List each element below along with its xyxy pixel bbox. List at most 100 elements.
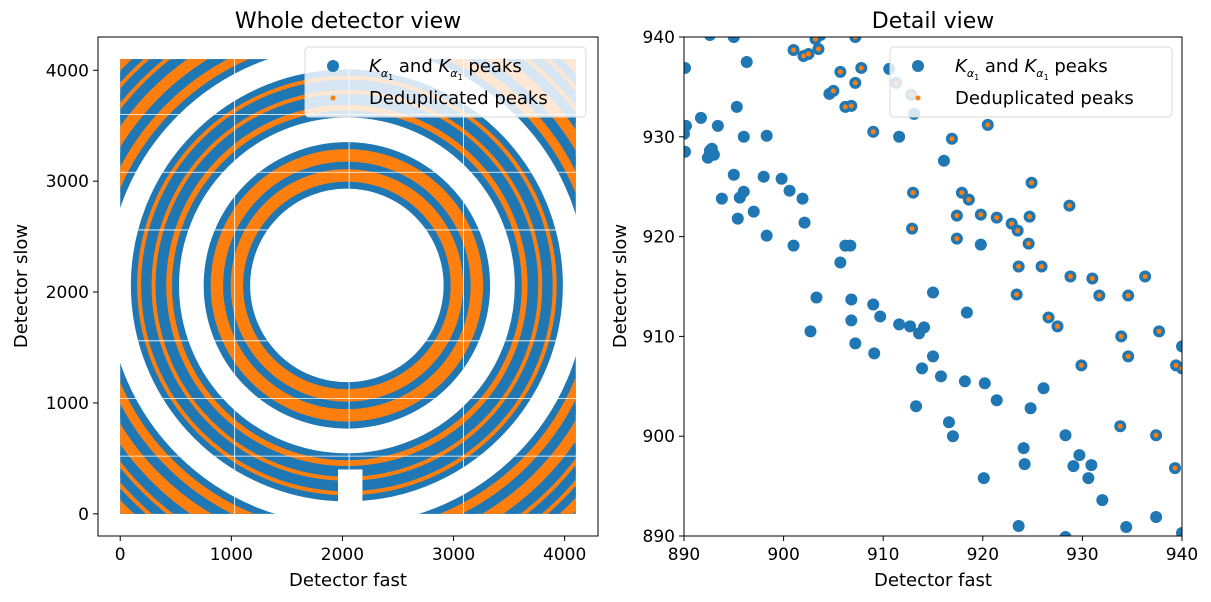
right-ticks: 890 900 910 920 930 940 890 900 910 920 930 940 (643, 28, 1199, 565)
kalpha-peak-point (727, 168, 740, 181)
left-legend-marker-orange (330, 95, 336, 101)
dedup-peak-point (852, 80, 858, 86)
dedup-peak-point (985, 122, 991, 128)
right-legend-marker-blue (912, 60, 924, 72)
left-xtick-label: 1000 (210, 545, 253, 565)
right-ytick-label: 920 (643, 228, 675, 248)
right-legend: Kα1 and Kα1 peaks Deduplicated peaks (889, 46, 1173, 118)
dedup-peak-point (837, 69, 843, 75)
kalpha-peak-point (1176, 527, 1182, 536)
kalpha-peak-point (867, 298, 880, 311)
left-ytick-label: 3000 (46, 172, 89, 192)
left-xtick-label: 4000 (543, 545, 586, 565)
kalpha-peak-point (757, 170, 770, 183)
right-legend-box (889, 46, 1173, 118)
kalpha-peak-point (760, 229, 773, 242)
left-xlabel: Detector fast (289, 570, 407, 591)
kalpha-peak-point (1096, 494, 1109, 507)
left-ytick-label: 2000 (46, 283, 89, 303)
right-ytick-label: 890 (643, 527, 675, 547)
dedup-peak-point (1027, 214, 1033, 220)
kalpha-peak-point (798, 216, 811, 229)
kalpha-peak-point (1150, 511, 1163, 524)
right-xtick-label: 890 (668, 545, 700, 565)
dedup-peak-point (1078, 362, 1084, 368)
ring-dedup-band (210, 149, 484, 422)
right-title: Detail view (872, 9, 994, 34)
kalpha-peak-point (730, 100, 743, 113)
left-panel: Whole detector view 0 1000 2000 3000 4000 0 10… (11, 9, 599, 591)
right-ytick-label: 940 (643, 28, 675, 48)
left-legend-label-dedup: Deduplicated peaks (369, 88, 548, 109)
dedup-peak-point (1117, 423, 1123, 429)
dedup-peak-point (1096, 292, 1102, 298)
kalpha-peak-point (783, 184, 796, 197)
dedup-peak-point (1172, 465, 1178, 471)
dedup-peak-point (954, 213, 960, 219)
dedup-peak-point (1118, 333, 1124, 339)
kalpha-peak-point (893, 318, 906, 331)
kalpha-peak-point (849, 37, 862, 43)
dedup-peak-point (1014, 291, 1020, 297)
kalpha-peak-point (1082, 472, 1095, 485)
kalpha-peak-point (990, 394, 1003, 407)
kalpha-peak-point (849, 337, 862, 350)
kalpha-peak-point (740, 55, 753, 68)
dedup-peak-point (1125, 353, 1131, 359)
kalpha-peak-point (684, 127, 690, 140)
dedup-peak-point (910, 190, 916, 196)
dedup-peak-point (1179, 365, 1182, 371)
dedup-peak-point (852, 37, 858, 40)
kalpha-peak-point (937, 154, 950, 167)
kalpha-peak-point (918, 321, 931, 334)
left-ytick-label: 0 (78, 505, 89, 525)
right-plot-area (684, 37, 1182, 536)
kalpha-peak-point (974, 238, 987, 251)
kalpha-peak-point (874, 310, 887, 323)
dedup-peak-point (1156, 328, 1162, 334)
kalpha-peak-point (1017, 442, 1030, 455)
dedup-peak-point (842, 104, 848, 110)
kalpha-peak-point (958, 375, 971, 388)
right-ylabel: Detector slow (610, 224, 631, 348)
kalpha-peak-point (960, 306, 973, 319)
kalpha-peak-point (1073, 449, 1086, 462)
kalpha-peak-point (731, 212, 744, 225)
left-xtick-label: 3000 (432, 545, 475, 565)
dedup-peak-point (1173, 362, 1179, 368)
dedup-peak-point (1009, 221, 1015, 227)
ring-kalpha-band (130, 69, 563, 502)
right-xtick-label: 900 (767, 545, 799, 565)
kalpha-peak-point (711, 119, 724, 132)
right-legend-label-dedup: Deduplicated peaks (955, 88, 1134, 109)
kalpha-peak-point (707, 148, 720, 161)
dedup-peak-point (806, 51, 811, 57)
kalpha-peak-point (715, 192, 728, 205)
ring-dedup-band (230, 169, 464, 402)
kalpha-peak-point (727, 37, 740, 43)
left-ytick-label: 1000 (46, 394, 89, 414)
kalpha-peak-point (1018, 458, 1031, 471)
dedup-peak-point (801, 53, 807, 59)
left-xtick-label: 0 (115, 545, 126, 565)
right-xtick-label: 920 (967, 545, 999, 565)
dedup-peak-point (1029, 180, 1035, 186)
dedup-peak-point (858, 65, 864, 71)
kalpha-peak-point (810, 291, 823, 304)
kalpha-peak-point (927, 350, 939, 363)
dedup-peak-point (1055, 323, 1060, 329)
dedup-peak-point (1067, 274, 1073, 280)
kalpha-peak-point (1059, 429, 1072, 442)
dedup-peak-point (1142, 274, 1148, 280)
kalpha-peak-point (1059, 530, 1072, 536)
dedup-peak-point (978, 212, 984, 218)
kalpha-peak-point (845, 314, 858, 327)
left-axes-frame (97, 36, 599, 537)
kalpha-peak-point (934, 370, 947, 383)
dedup-peak-point (815, 46, 821, 52)
dedup-peak-point (1016, 264, 1022, 270)
kalpha-peak-point (1012, 520, 1025, 533)
kalpha-peak-point (684, 145, 691, 158)
right-panel: Detail view 890 900 910 920 930 940 890 900 910 9… (610, 9, 1198, 591)
